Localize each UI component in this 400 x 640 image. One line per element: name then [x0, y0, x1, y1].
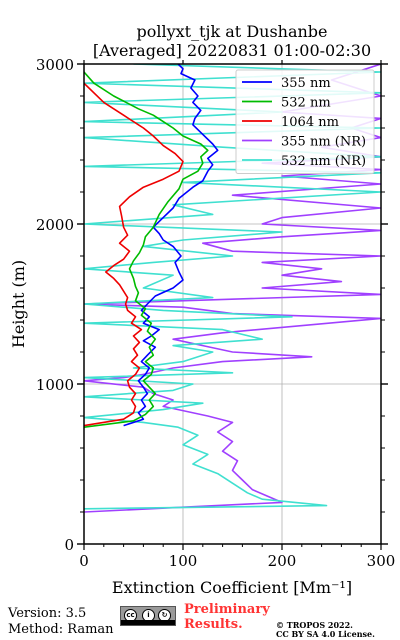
x-tick-label: 0 [79, 552, 89, 570]
method-text: Method: Raman [8, 622, 114, 637]
legend-label: 532 nm (NR) [281, 154, 366, 169]
chart-title-line-2: [Averaged] 20220831 01:00-02:30 [92, 41, 372, 60]
y-tick-label: 2000 [36, 216, 74, 234]
cc-license-badge: cc i ↻ [120, 606, 176, 626]
preliminary-line-1: Preliminary [184, 602, 270, 617]
badge-strip [121, 620, 175, 625]
legend-label: 355 nm [281, 76, 331, 91]
series-line-532-nm [84, 71, 209, 428]
copyright-line-1: © TROPOS 2022. [276, 620, 353, 630]
plot-frame [83, 63, 382, 545]
legend-box [235, 69, 375, 174]
x-tick-label: 100 [169, 552, 198, 570]
x-axis-label: Extinction Coefficient [Mm⁻¹] [112, 578, 352, 597]
y-axis-label: Height (m) [9, 260, 28, 348]
y-tick-label: 1000 [36, 376, 74, 394]
y-tick-label: 0 [64, 536, 74, 554]
legend: 355 nm 532 nm 1064 nm 355 nm (NR) 532 nm (NR… [235, 69, 375, 174]
preliminary-notice: Preliminary Results. [184, 602, 270, 632]
chart-title-line-1: pollyxt_tjk at Dushanbe [136, 22, 328, 41]
legend-label: 355 nm (NR) [281, 135, 366, 150]
series-line-355-nm [123, 64, 219, 427]
version-text: Version: 3.5 [8, 606, 87, 621]
series-line-1064-nm [84, 82, 184, 427]
y-tick-label: 3000 [36, 56, 74, 74]
x-tick-label: 300 [367, 552, 396, 570]
copyright-line-2: CC BY SA 4.0 License. [276, 629, 375, 639]
legend-label: 1064 nm [281, 115, 339, 130]
legend-label: 532 nm [281, 96, 331, 111]
x-tick-label: 200 [268, 552, 297, 570]
preliminary-line-2: Results. [184, 617, 243, 632]
